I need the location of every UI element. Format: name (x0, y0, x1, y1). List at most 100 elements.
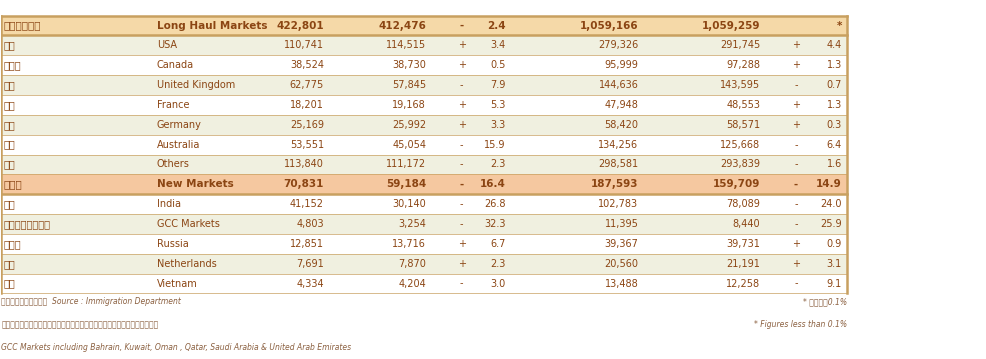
Text: 15.9: 15.9 (484, 140, 506, 150)
Text: 2.4: 2.4 (487, 20, 506, 31)
Bar (1, 174, 847, 194)
Text: 荷蘭: 荷蘭 (3, 259, 15, 269)
Text: Canada: Canada (157, 60, 194, 70)
Text: 144,636: 144,636 (599, 80, 639, 90)
Text: +: + (458, 100, 465, 110)
Text: 38,730: 38,730 (392, 60, 426, 70)
Text: 印度: 印度 (3, 199, 15, 209)
Text: * 數字少於0.1%: * 數字少於0.1% (803, 297, 847, 306)
Bar (1, 55, 847, 75)
Text: * Figures less than 0.1%: * Figures less than 0.1% (754, 320, 847, 329)
Text: -: - (459, 140, 463, 150)
Text: +: + (458, 259, 465, 269)
Text: 4,204: 4,204 (398, 279, 426, 289)
Text: 293,839: 293,839 (721, 159, 760, 169)
Text: 18,201: 18,201 (290, 100, 323, 110)
Text: -: - (459, 279, 463, 289)
Text: 俄羅斯: 俄羅斯 (3, 239, 21, 249)
Text: 25,992: 25,992 (392, 120, 426, 130)
Text: 0.5: 0.5 (490, 60, 506, 70)
Text: 125,668: 125,668 (721, 140, 760, 150)
Text: 26.8: 26.8 (484, 199, 506, 209)
Text: -: - (794, 199, 798, 209)
Bar (1, 135, 847, 155)
Text: 越南: 越南 (3, 279, 15, 289)
Bar (1, 75, 847, 95)
Text: 長途地區市場: 長途地區市場 (3, 20, 40, 31)
Text: -: - (794, 140, 798, 150)
Bar (1, 234, 847, 254)
Text: 45,054: 45,054 (392, 140, 426, 150)
Text: 412,476: 412,476 (379, 20, 426, 31)
Bar (1, 214, 847, 234)
Text: -: - (794, 279, 798, 289)
Text: Netherlands: Netherlands (157, 259, 217, 269)
Text: 78,089: 78,089 (727, 199, 760, 209)
Bar (1, 36, 847, 55)
Text: India: India (157, 199, 180, 209)
Bar (1, 254, 847, 274)
Text: 0.9: 0.9 (827, 239, 842, 249)
Text: 298,581: 298,581 (599, 159, 639, 169)
Text: 58,420: 58,420 (604, 120, 639, 130)
Text: Others: Others (157, 159, 189, 169)
Text: 8,440: 8,440 (733, 219, 760, 229)
Text: 7,691: 7,691 (296, 259, 323, 269)
Text: 7.9: 7.9 (490, 80, 506, 90)
Text: 24.0: 24.0 (820, 199, 842, 209)
Text: 3.0: 3.0 (490, 279, 506, 289)
Bar (1, 155, 847, 174)
Text: 4,334: 4,334 (296, 279, 323, 289)
Bar (1, 274, 847, 294)
Text: GCC Markets including Bahrain, Kuwait, Oman , Qatar, Saudi Arabia & United Arab : GCC Markets including Bahrain, Kuwait, O… (1, 343, 352, 353)
Text: -: - (459, 180, 463, 189)
Text: GCC Markets: GCC Markets (157, 219, 220, 229)
Text: +: + (792, 239, 800, 249)
Text: -: - (459, 159, 463, 169)
Text: 143,595: 143,595 (721, 80, 760, 90)
Text: +: + (458, 41, 465, 50)
Text: 1.6: 1.6 (827, 159, 842, 169)
Text: +: + (792, 259, 800, 269)
Text: 7,870: 7,870 (398, 259, 426, 269)
Text: -: - (794, 180, 798, 189)
Text: 英國: 英國 (3, 80, 15, 90)
Text: 2.3: 2.3 (490, 159, 506, 169)
Text: 12,851: 12,851 (290, 239, 323, 249)
Text: 0.3: 0.3 (827, 120, 842, 130)
Text: -: - (794, 159, 798, 169)
Text: *: * (837, 20, 842, 31)
Text: 9.1: 9.1 (827, 279, 842, 289)
Text: +: + (792, 41, 800, 50)
Text: 11,395: 11,395 (604, 219, 639, 229)
Text: 20,560: 20,560 (604, 259, 639, 269)
Text: -: - (794, 80, 798, 90)
Text: -: - (459, 20, 463, 31)
Text: Long Haul Markets: Long Haul Markets (157, 20, 267, 31)
Text: 279,326: 279,326 (599, 41, 639, 50)
Text: 14.9: 14.9 (816, 180, 842, 189)
Text: 海灣合作地區國家: 海灣合作地區國家 (3, 219, 50, 229)
Text: 4,803: 4,803 (296, 219, 323, 229)
Text: 58,571: 58,571 (727, 120, 760, 130)
Text: 110,741: 110,741 (284, 41, 323, 50)
Text: United Kingdom: United Kingdom (157, 80, 235, 90)
Text: 德國: 德國 (3, 120, 15, 130)
Text: 48,553: 48,553 (727, 100, 760, 110)
Text: New Markets: New Markets (157, 180, 234, 189)
Text: 41,152: 41,152 (290, 199, 323, 209)
Text: 1,059,166: 1,059,166 (580, 20, 639, 31)
Text: 159,709: 159,709 (713, 180, 760, 189)
Text: Australia: Australia (157, 140, 200, 150)
Text: 25,169: 25,169 (290, 120, 323, 130)
Text: 57,845: 57,845 (392, 80, 426, 90)
Text: Vietnam: Vietnam (157, 279, 197, 289)
Text: +: + (458, 120, 465, 130)
Text: -: - (459, 199, 463, 209)
Text: 47,948: 47,948 (604, 100, 639, 110)
Text: 4.4: 4.4 (827, 41, 842, 50)
Text: 1.3: 1.3 (827, 60, 842, 70)
Text: 19,168: 19,168 (392, 100, 426, 110)
Text: Russia: Russia (157, 239, 188, 249)
Text: 新市場: 新市場 (3, 180, 22, 189)
